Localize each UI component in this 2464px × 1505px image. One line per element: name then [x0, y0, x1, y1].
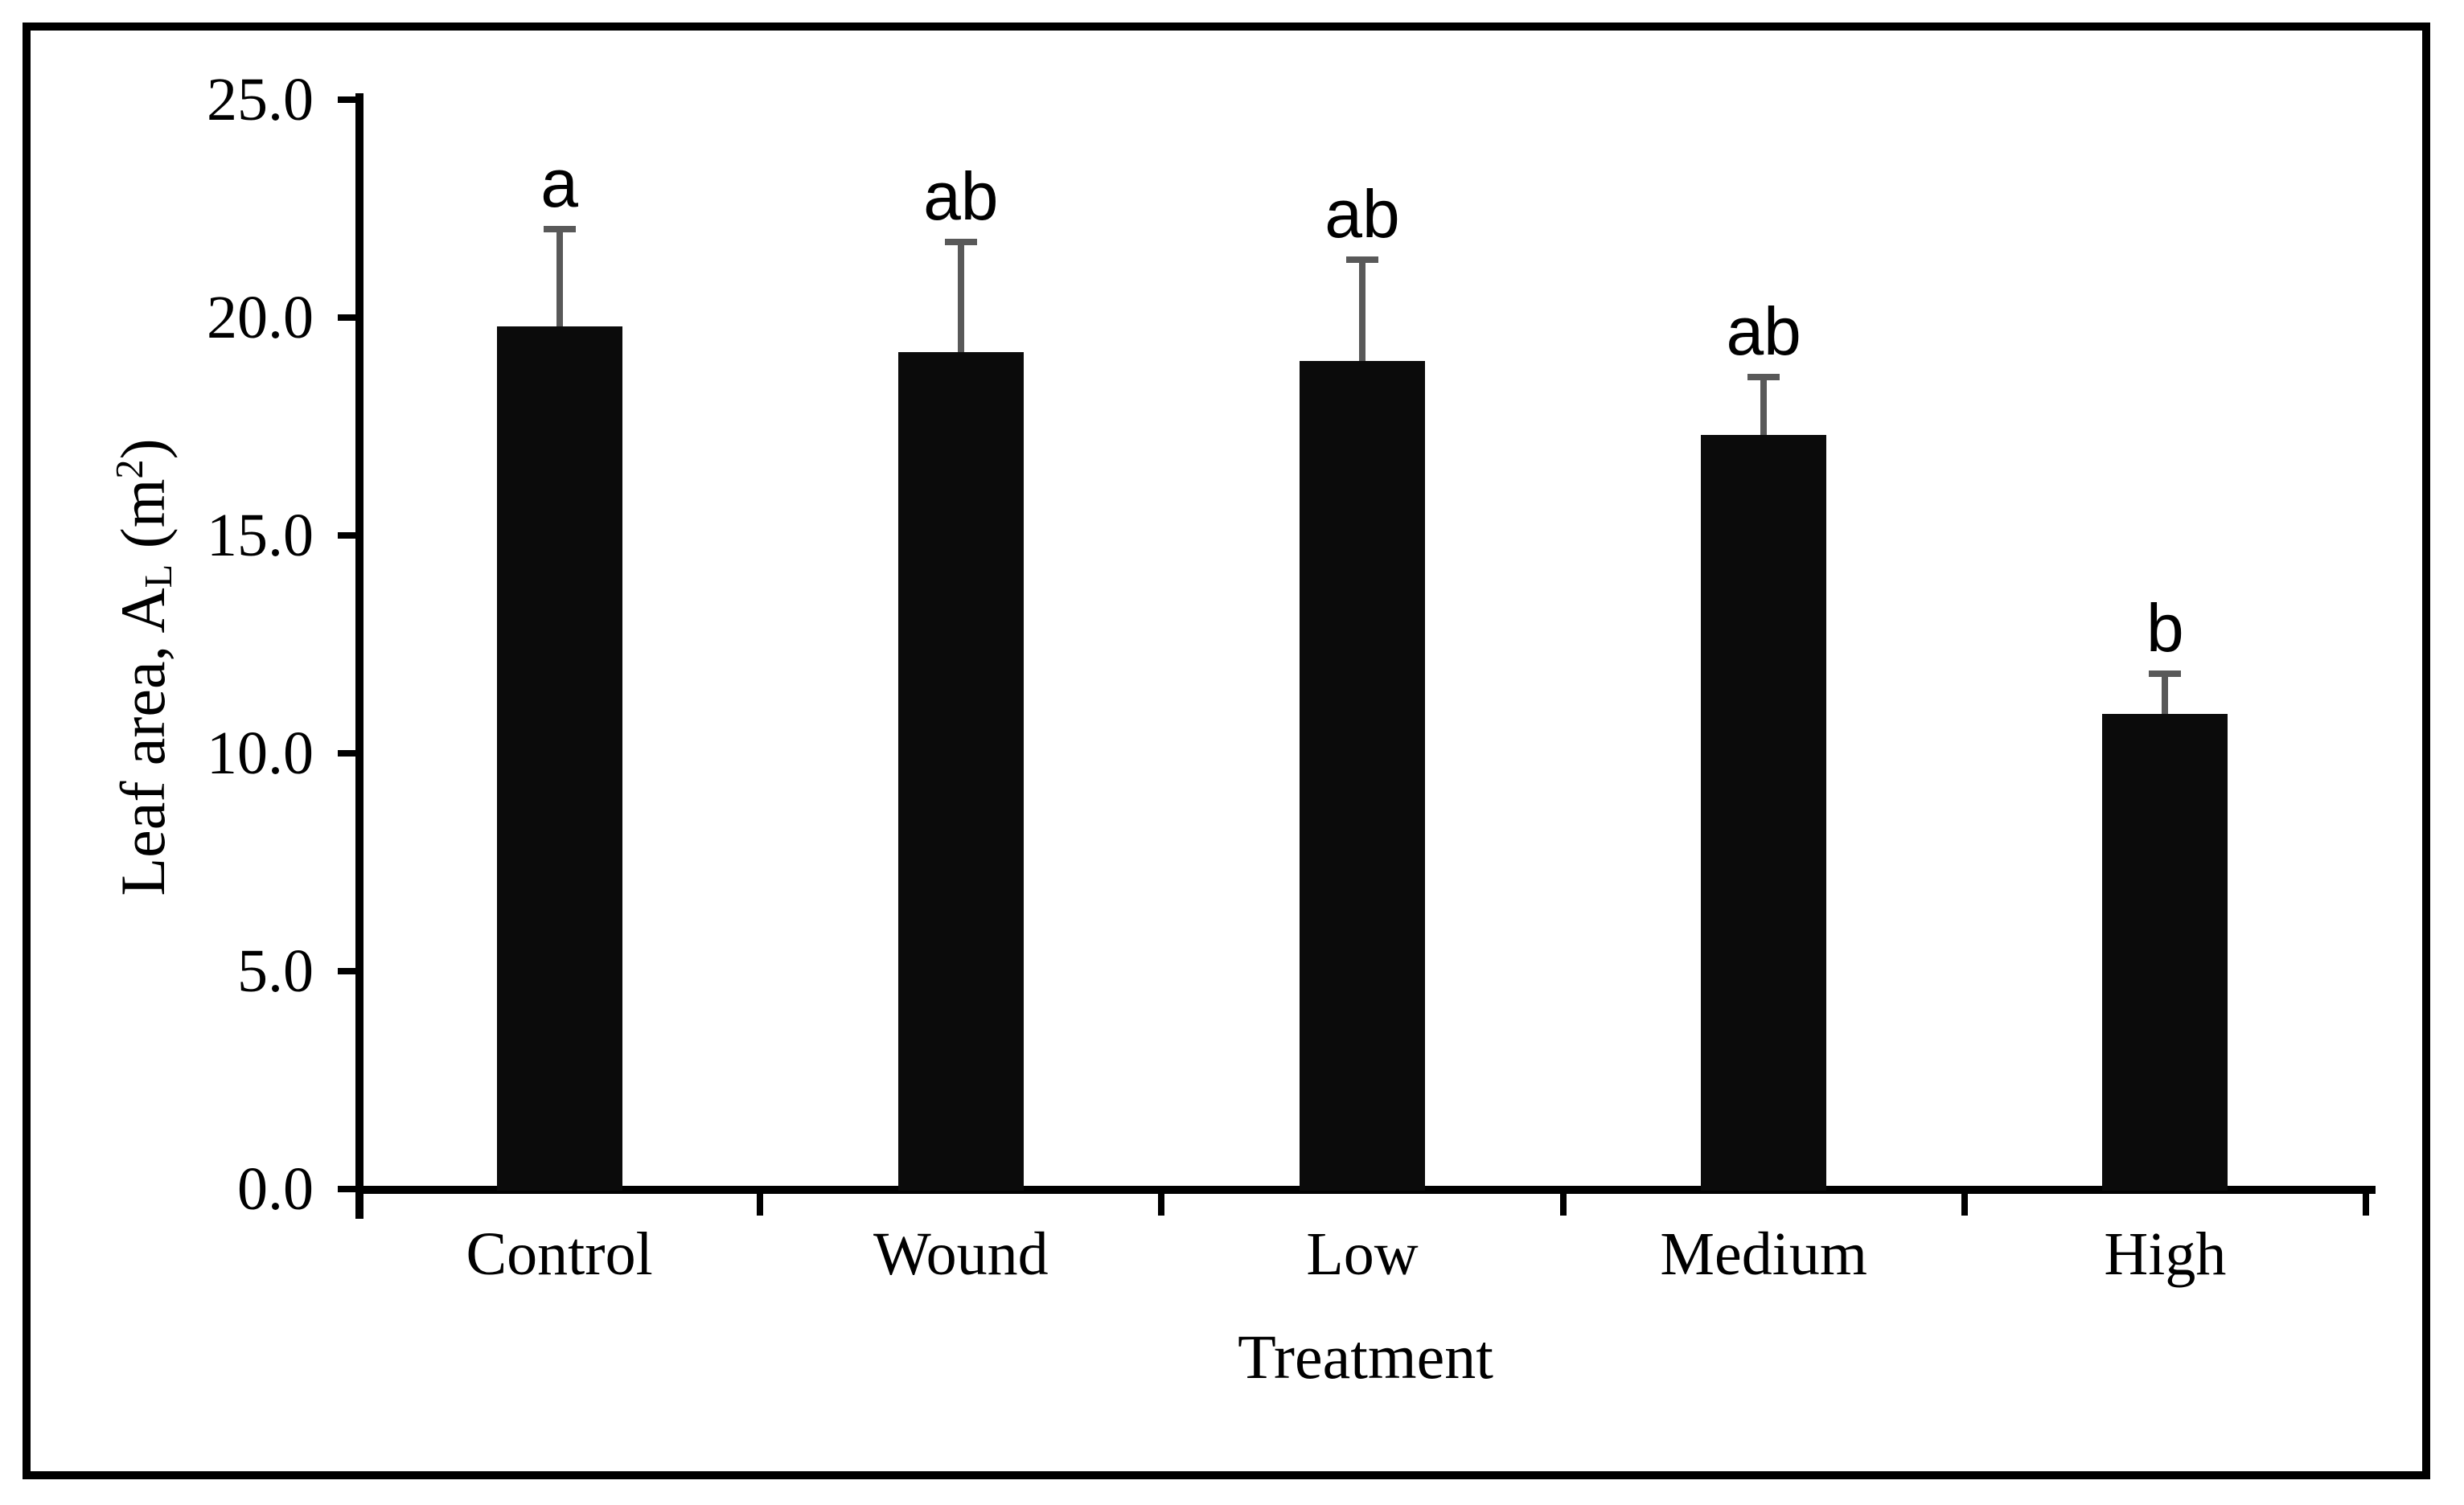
x-tick-mark — [1559, 1187, 1567, 1216]
y-axis-title-part: 2 — [109, 459, 152, 479]
bar — [496, 326, 622, 1191]
error-bar-cap — [543, 226, 576, 233]
x-tick-mark — [757, 1187, 764, 1216]
error-bar-cap — [1747, 374, 1780, 381]
y-tick-label: 0.0 — [237, 1155, 314, 1223]
x-tick-mark — [2363, 1187, 2369, 1216]
y-tick-mark — [338, 750, 355, 757]
error-bar-stem — [1359, 263, 1365, 362]
y-tick-mark — [338, 532, 355, 539]
figure-frame — [23, 23, 2430, 1479]
x-tick-mark — [355, 1187, 362, 1216]
y-tick-mark — [338, 1186, 355, 1192]
y-tick-mark — [338, 314, 355, 321]
y-axis-title-part: ) — [108, 438, 178, 460]
bar — [1701, 435, 1827, 1191]
category-label: Low — [1306, 1220, 1419, 1288]
x-axis-title: Treatment — [1238, 1322, 1493, 1392]
bar — [897, 352, 1024, 1191]
category-label: Wound — [873, 1220, 1049, 1288]
bar — [2102, 714, 2228, 1191]
y-axis-title-part: (m — [108, 478, 178, 564]
y-axis-title-part: L — [137, 564, 180, 588]
y-tick-label: 25.0 — [207, 66, 314, 133]
y-tick-mark — [338, 968, 355, 974]
significance-letter: ab — [1324, 176, 1400, 252]
error-bar-stem — [556, 232, 563, 326]
error-bar-cap — [1346, 256, 1378, 264]
category-label: High — [2104, 1220, 2227, 1288]
error-bar-cap — [944, 239, 977, 246]
y-axis-line — [355, 93, 363, 1219]
y-tick-mark — [338, 96, 355, 103]
y-tick-label: 10.0 — [207, 720, 314, 787]
category-label: Control — [466, 1220, 653, 1288]
error-bar-stem — [1760, 380, 1768, 436]
y-tick-label: 20.0 — [207, 284, 314, 351]
x-tick-mark — [1158, 1187, 1165, 1216]
error-bar-stem — [957, 245, 964, 353]
category-label: Medium — [1660, 1220, 1867, 1288]
significance-letter: b — [2146, 590, 2184, 666]
significance-letter: ab — [923, 158, 999, 235]
x-tick-mark — [1961, 1187, 1968, 1216]
y-tick-label: 5.0 — [237, 937, 314, 1005]
significance-letter: a — [540, 146, 578, 222]
error-bar-cap — [2149, 670, 2182, 678]
y-tick-label: 15.0 — [207, 502, 314, 569]
bar — [1300, 361, 1425, 1191]
error-bar-stem — [2162, 677, 2169, 715]
significance-letter: ab — [1726, 293, 1801, 370]
y-axis-title: Leaf area, AL (m2) — [107, 438, 180, 896]
y-axis-title-part: Leaf area, A — [108, 588, 178, 896]
